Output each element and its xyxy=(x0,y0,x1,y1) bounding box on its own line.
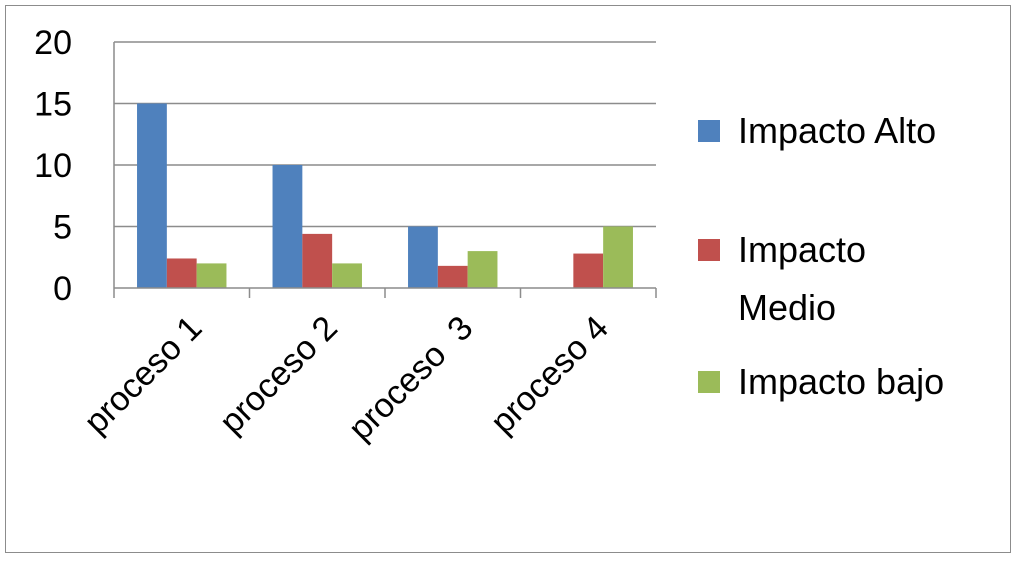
bar-impacto-medio-1 xyxy=(166,258,197,288)
bar-impacto-alto-3 xyxy=(408,226,438,288)
x-tick-label: proceso 2 xyxy=(212,309,344,441)
axes xyxy=(113,42,657,298)
legend-swatch-impacto-medio xyxy=(698,239,720,261)
legend-swatch-impacto-bajo xyxy=(698,371,720,393)
bar-impacto-bajo-4 xyxy=(603,226,633,288)
bar-impacto-medio-3 xyxy=(437,265,468,288)
legend-label-impacto-medio: Impacto Medio xyxy=(738,229,866,328)
legend-label-line: Medio xyxy=(738,287,836,328)
bar-impacto-alto-2 xyxy=(272,165,303,288)
x-tick-label: proceso 1 xyxy=(77,309,209,441)
legend: Impacto Alto Impacto Medio Impacto bajo xyxy=(698,110,944,402)
bar-impacto-bajo-2 xyxy=(332,263,362,288)
y-tick-label: 0 xyxy=(53,270,72,308)
legend-label-line: Impacto xyxy=(738,229,866,270)
legend-label-line: Impacto Alto xyxy=(738,110,936,151)
legend-swatch-impacto-alto xyxy=(698,120,720,142)
bars xyxy=(137,103,633,288)
y-tick-label: 20 xyxy=(34,24,72,62)
legend-label-line: Impacto bajo xyxy=(738,361,944,402)
x-tick-label: proceso 3 xyxy=(341,309,480,448)
gridlines xyxy=(114,41,656,228)
y-axis-tick-labels: 0 5 10 15 20 xyxy=(34,24,72,308)
bar-impacto-alto-1 xyxy=(137,103,167,288)
bar-impacto-bajo-3 xyxy=(467,251,498,288)
x-tick-label: proceso 4 xyxy=(483,309,615,441)
y-tick-label: 5 xyxy=(53,209,72,247)
legend-label-impacto-alto: Impacto Alto xyxy=(738,110,936,151)
legend-label-impacto-bajo: Impacto bajo xyxy=(738,361,944,402)
bar-impacto-medio-4 xyxy=(573,253,604,288)
y-tick-label: 15 xyxy=(34,86,72,124)
y-tick-label: 10 xyxy=(34,147,72,185)
bar-impacto-medio-2 xyxy=(302,233,333,288)
bar-impacto-bajo-1 xyxy=(196,263,227,288)
